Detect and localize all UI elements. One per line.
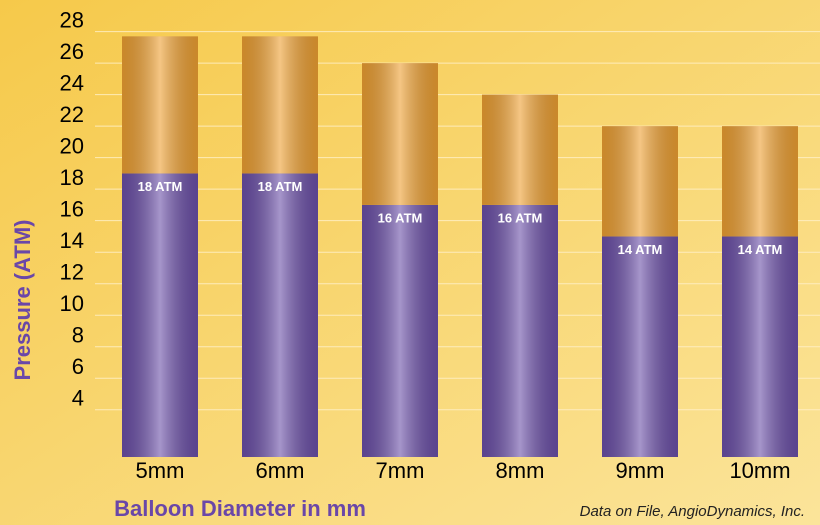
bar-shine: [362, 204, 438, 457]
x-tick-label: 6mm: [256, 458, 305, 483]
bar-shine: [122, 36, 198, 174]
data-label: 14 ATM: [618, 242, 663, 257]
y-tick-label: 28: [60, 7, 84, 32]
y-tick-label: 4: [72, 386, 84, 411]
bar-shine: [722, 236, 798, 457]
y-tick-label: 14: [60, 228, 84, 253]
data-label: 16 ATM: [498, 210, 543, 225]
bar-shine: [242, 36, 318, 174]
x-tick-label: 9mm: [616, 458, 665, 483]
x-tick-label: 7mm: [376, 458, 425, 483]
y-tick-label: 6: [72, 354, 84, 379]
y-tick-label: 10: [60, 291, 84, 316]
bar-shine: [122, 173, 198, 457]
x-tick-label: 5mm: [136, 458, 185, 483]
y-tick-label: 22: [60, 102, 84, 127]
data-label: 18 ATM: [258, 179, 303, 194]
bar-shine: [482, 94, 558, 205]
bar-shine: [602, 126, 678, 237]
x-axis-title: Balloon Diameter in mm: [114, 496, 366, 521]
data-label: 16 ATM: [378, 210, 423, 225]
y-tick-label: 18: [60, 165, 84, 190]
y-tick-label: 16: [60, 196, 84, 221]
note: Data on File, AngioDynamics, Inc.: [580, 503, 805, 520]
bar-shine: [242, 173, 318, 457]
y-axis-title: Pressure (ATM): [10, 220, 35, 381]
bar-shine: [482, 204, 558, 457]
data-label: 18 ATM: [138, 179, 183, 194]
y-tick-label: 26: [60, 39, 84, 64]
bar-shine: [602, 236, 678, 457]
y-tick-label: 20: [60, 133, 84, 158]
data-label: 14 ATM: [738, 242, 783, 257]
x-tick-label: 8mm: [496, 458, 545, 483]
x-tick-label: 10mm: [729, 458, 790, 483]
y-tick-label: 8: [72, 323, 84, 348]
bar-shine: [722, 126, 798, 237]
bar-shine: [362, 63, 438, 205]
y-tick-label: 12: [60, 260, 84, 285]
y-tick-label: 24: [60, 70, 84, 95]
